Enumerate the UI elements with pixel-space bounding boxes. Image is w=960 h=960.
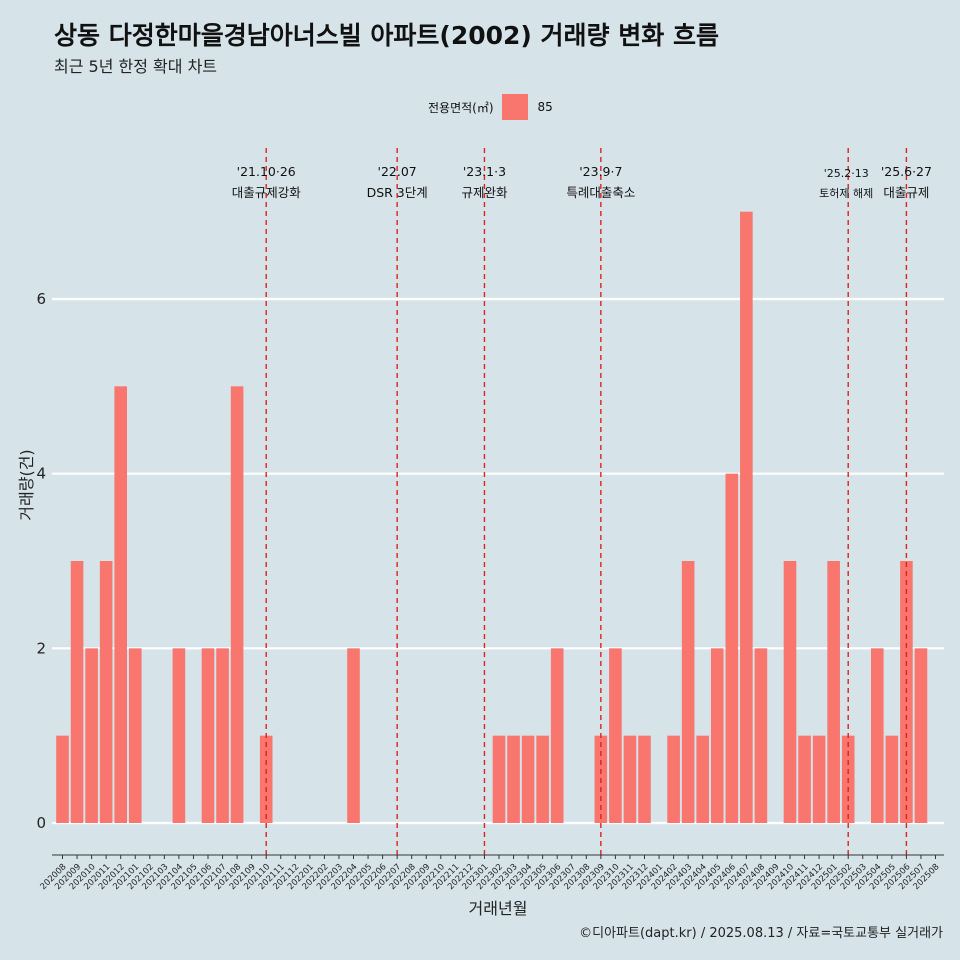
event-label: 대출규제강화 — [232, 185, 302, 200]
event-label: 대출규제 — [883, 185, 929, 200]
bar — [347, 648, 360, 823]
bar — [914, 648, 928, 823]
bar — [827, 561, 840, 823]
bar — [725, 473, 739, 823]
legend-item-label: 85 — [537, 100, 553, 114]
bar — [70, 561, 84, 823]
bar — [754, 648, 768, 823]
bar — [550, 648, 564, 823]
bar — [623, 735, 637, 823]
y-axis-label: 거래량(건) — [17, 449, 36, 520]
bars — [56, 211, 928, 823]
caption: ©디아파트(dapt.kr) / 2025.08.13 / 자료=국토교통부 실… — [579, 926, 943, 941]
bar — [492, 735, 506, 823]
bar — [681, 561, 695, 823]
bar — [216, 648, 229, 823]
bar — [85, 648, 98, 823]
legend-title: 전용면적(㎡) — [428, 100, 494, 115]
y-tick-label: 0 — [36, 814, 46, 832]
bar — [201, 648, 215, 823]
event-date-label: '21.10·26 — [237, 164, 296, 179]
legend-swatch — [501, 94, 528, 120]
legend: 전용면적(㎡) 85 — [428, 94, 553, 120]
event-date-label: '25.2·13 — [824, 167, 869, 180]
event-date-label: '22.07 — [378, 164, 417, 179]
chart-title: 상동 다정한마을경남아너스빌 아파트(2002) 거래량 변화 흐름 — [54, 21, 719, 50]
bar — [638, 735, 651, 823]
event-label: 특례대출축소 — [566, 185, 635, 200]
event-date-label: '23.9·7 — [579, 164, 622, 179]
y-tick-label: 4 — [36, 465, 46, 483]
bar — [667, 735, 680, 823]
bar — [885, 735, 899, 823]
x-axis-label: 거래년월 — [469, 899, 528, 918]
y-tick-label: 6 — [36, 290, 46, 308]
bar — [740, 211, 753, 823]
bar — [521, 735, 535, 823]
bar — [536, 735, 549, 823]
event-label: 토허제 해제 — [819, 186, 873, 200]
bar — [812, 735, 826, 823]
bar — [128, 648, 142, 823]
bar — [114, 386, 127, 823]
chart-subtitle: 최근 5년 한정 확대 차트 — [54, 57, 218, 76]
bar — [710, 648, 724, 823]
bar — [871, 648, 884, 823]
event-label: 규제완화 — [461, 185, 508, 200]
event-label: DSR 3단계 — [367, 185, 428, 200]
bar — [798, 735, 811, 823]
y-tick-label: 2 — [36, 639, 46, 657]
bar — [99, 561, 113, 823]
bar — [172, 648, 186, 823]
bar — [230, 386, 244, 823]
bar — [783, 561, 797, 823]
bar — [56, 735, 69, 823]
event-date-label: '25.6·27 — [881, 164, 932, 179]
axes: 0246202008202009202010202011202012202101… — [36, 290, 944, 892]
bar — [696, 735, 709, 823]
bar — [507, 735, 520, 823]
event-lines: '21.10·26 대출규제강화 '22.07 DSR 3단계 '23.1·3 규제완화 '… — [232, 148, 932, 855]
bar — [609, 648, 622, 823]
event-date-label: '23.1·3 — [463, 164, 506, 179]
